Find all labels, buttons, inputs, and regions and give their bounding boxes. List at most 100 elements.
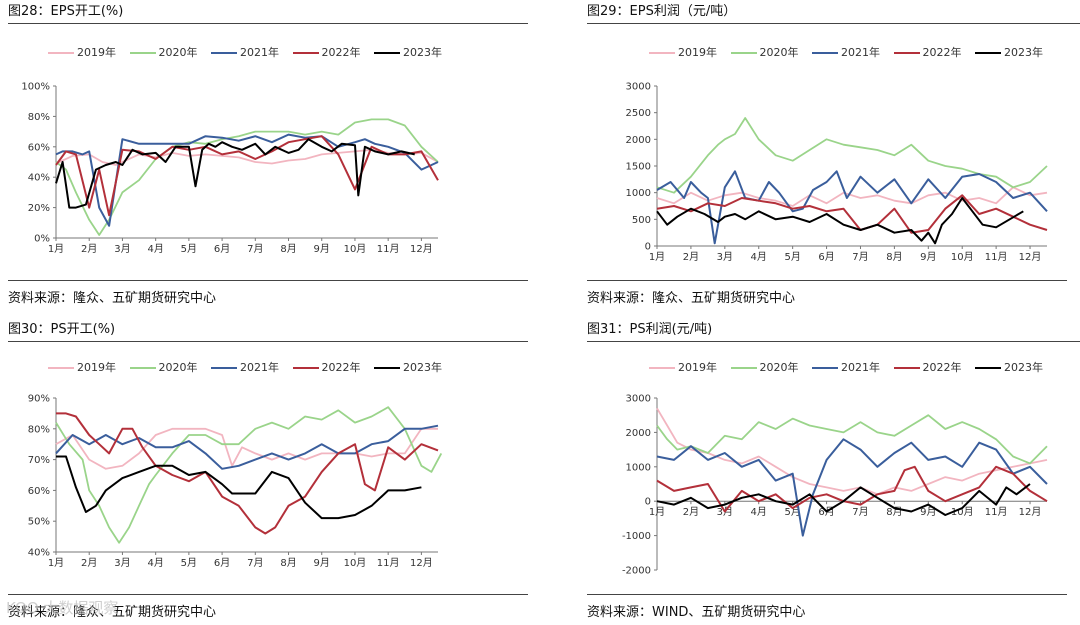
chart-title: 图29：EPS利润（元/吨） — [587, 4, 737, 19]
chart-title: 图31：PS利润(元/吨) — [587, 322, 713, 337]
source-note: 资料来源：WIND、五矿期货研究中心 — [587, 605, 806, 620]
legend-item: 2023年 — [975, 44, 1043, 60]
legend-item: 2019年 — [48, 359, 116, 375]
x-tick-label: 5月 — [784, 506, 800, 518]
legend-item: 2023年 — [975, 359, 1043, 375]
y-tick-label: 60% — [28, 142, 50, 153]
x-tick-label: 5月 — [784, 251, 800, 263]
chart-legend: 2019年 2020年 2021年 2022年 2023年 — [48, 359, 452, 375]
y-tick-label: 50% — [28, 517, 50, 528]
y-tick-label: 2500 — [626, 108, 651, 119]
x-tick-label: 4月 — [147, 557, 163, 569]
x-tick-label: 8月 — [280, 557, 296, 569]
x-tick-label: 9月 — [314, 243, 330, 255]
series-line-2022 — [656, 194, 1048, 234]
watermark: KOO 大数据观察 — [6, 599, 119, 617]
x-tick-label: 2月 — [683, 506, 699, 518]
y-tick-label: 3000 — [626, 82, 651, 93]
x-tick-label: 10月 — [951, 251, 974, 263]
series-line-2020 — [55, 406, 443, 544]
x-tick-label: 7月 — [852, 251, 868, 263]
y-tick-label: 40% — [28, 548, 50, 559]
y-tick-label: 0 — [645, 497, 651, 508]
series-line-2023 — [56, 455, 422, 520]
x-tick-label: 3月 — [114, 557, 130, 569]
legend-item: 2019年 — [649, 359, 717, 375]
series-line-2023 — [55, 138, 415, 209]
x-tick-label: 2月 — [81, 243, 97, 255]
source-divider — [8, 280, 528, 281]
x-tick-label: 7月 — [247, 243, 263, 255]
x-tick-label: 1月 — [48, 557, 64, 569]
y-tick-label: 2000 — [626, 135, 651, 146]
legend-item: 2020年 — [730, 359, 799, 375]
x-tick-label: 9月 — [920, 506, 936, 518]
y-tick-label: -2000 — [622, 566, 651, 577]
chart-legend: 2019年 2020年 2021年 2022年 2023年 — [649, 44, 1053, 60]
series-line-2019 — [656, 407, 1048, 496]
title-divider — [8, 23, 528, 24]
y-tick-label: 80% — [28, 424, 50, 435]
x-tick-label: 9月 — [920, 251, 936, 263]
x-tick-label: 7月 — [852, 506, 868, 518]
x-tick-label: 7月 — [247, 557, 263, 569]
x-tick-label: 3月 — [114, 243, 130, 255]
x-tick-label: 8月 — [886, 251, 902, 263]
x-tick-label: 2月 — [683, 251, 699, 263]
x-tick-label: 6月 — [214, 243, 230, 255]
series-line-2021 — [55, 424, 439, 470]
source-divider — [587, 280, 1067, 281]
series-line-2020 — [656, 117, 1048, 194]
series-line-2023 — [656, 483, 1031, 516]
y-tick-label: 80% — [28, 112, 50, 123]
legend-item: 2020年 — [129, 359, 198, 375]
series-line-2021 — [656, 170, 1048, 245]
y-tick-label: 0 — [645, 242, 651, 253]
x-tick-label: 10月 — [344, 557, 367, 569]
y-tick-label: 1500 — [626, 162, 651, 173]
x-tick-label: 11月 — [985, 251, 1008, 263]
y-tick-label: 40% — [28, 173, 50, 184]
x-tick-label: 9月 — [314, 557, 330, 569]
x-tick-label: 4月 — [751, 251, 767, 263]
x-tick-label: 4月 — [147, 243, 163, 255]
y-tick-label: 100% — [21, 82, 50, 93]
legend-item: 2020年 — [730, 44, 799, 60]
series-line-2020 — [55, 118, 439, 236]
series-line-2021 — [656, 438, 1048, 537]
y-tick-label: 2000 — [626, 428, 651, 439]
y-tick-label: 3000 — [626, 394, 651, 405]
title-divider — [8, 341, 528, 342]
x-tick-label: 3月 — [717, 251, 733, 263]
legend-item: 2021年 — [812, 359, 880, 375]
x-tick-label: 8月 — [280, 243, 296, 255]
series-line-2019 — [55, 427, 438, 470]
legend-item: 2022年 — [292, 359, 361, 375]
x-tick-label: 1月 — [649, 251, 665, 263]
x-tick-label: 1月 — [649, 506, 665, 518]
x-tick-label: 5月 — [181, 243, 197, 255]
legend-item: 2021年 — [211, 359, 279, 375]
series-line-2019 — [656, 186, 1048, 207]
legend-item: 2022年 — [292, 44, 361, 60]
x-tick-label: 5月 — [181, 557, 197, 569]
source-divider — [8, 594, 528, 595]
series-line-2022 — [56, 412, 439, 535]
legend-item: 2021年 — [812, 44, 880, 60]
legend-item: 2022年 — [893, 359, 962, 375]
series-line-2023 — [656, 197, 1024, 245]
x-tick-label: 12月 — [410, 243, 433, 255]
y-tick-label: 60% — [28, 486, 50, 497]
x-tick-label: 12月 — [1019, 251, 1042, 263]
series-line-2022 — [55, 135, 439, 217]
x-tick-label: 11月 — [985, 506, 1008, 518]
chart-legend: 2019年 2020年 2021年 2022年 2023年 — [48, 44, 452, 60]
x-tick-label: 4月 — [751, 506, 767, 518]
legend-item: 2020年 — [129, 44, 198, 60]
title-divider — [587, 23, 1080, 24]
source-note: 资料来源：隆众、五矿期货研究中心 — [8, 291, 217, 306]
series-line-2020 — [656, 414, 1048, 465]
y-tick-label: -1000 — [622, 531, 651, 542]
y-tick-label: 500 — [632, 215, 651, 226]
line-chart-eps-profit: 0 500 1000 1500 2000 2500 3000 1月 2月 3月 4月 5月 6月 7月 8月… — [626, 82, 1048, 263]
